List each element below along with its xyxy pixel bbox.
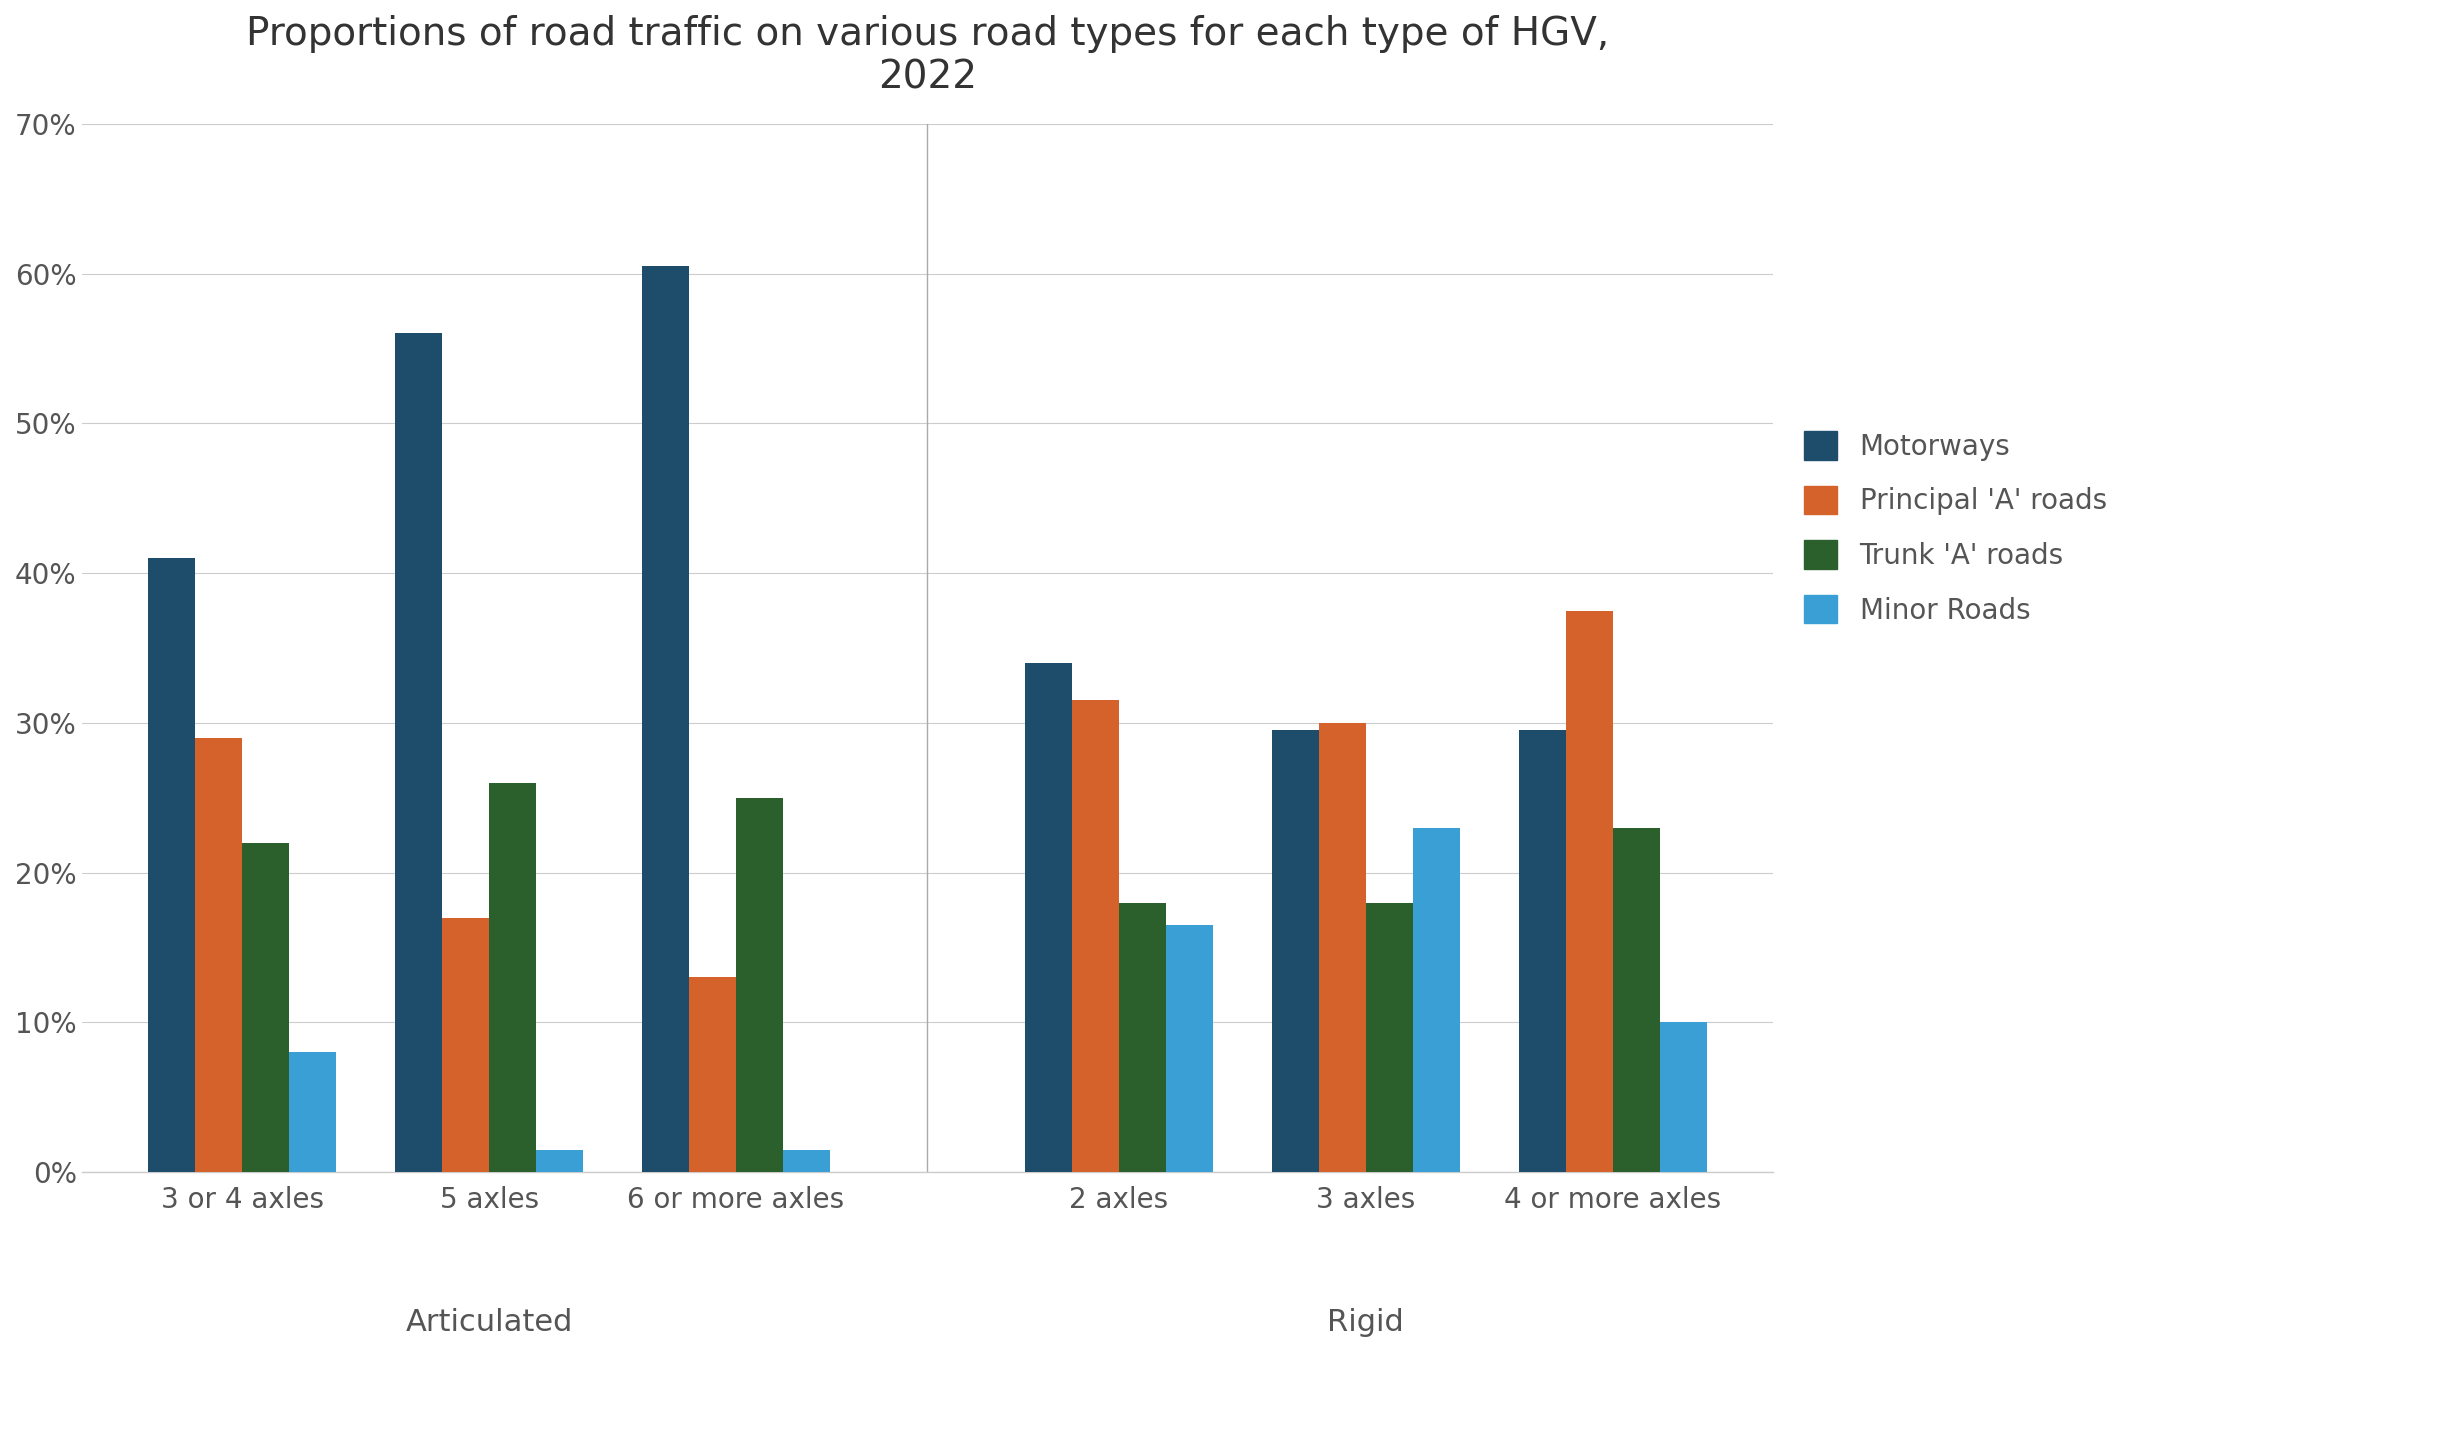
- Bar: [288, 1053, 337, 1173]
- Bar: [395, 333, 442, 1173]
- Legend: Motorways, Principal 'A' roads, Trunk 'A' roads, Minor Roads: Motorways, Principal 'A' roads, Trunk 'A…: [1804, 432, 2107, 624]
- Bar: [149, 557, 195, 1173]
- Bar: [537, 1150, 583, 1173]
- Bar: [1318, 723, 1365, 1173]
- Bar: [1565, 611, 1614, 1173]
- Bar: [1365, 902, 1413, 1173]
- Bar: [1272, 730, 1318, 1173]
- Bar: [1118, 902, 1167, 1173]
- Bar: [642, 266, 688, 1173]
- Bar: [784, 1150, 830, 1173]
- Text: Rigid: Rigid: [1328, 1309, 1404, 1338]
- Bar: [442, 918, 488, 1173]
- Title: Proportions of road traffic on various road types for each type of HGV,
2022: Proportions of road traffic on various r…: [247, 14, 1609, 97]
- Bar: [195, 738, 242, 1173]
- Bar: [1614, 828, 1660, 1173]
- Bar: [242, 843, 288, 1173]
- Bar: [488, 783, 537, 1173]
- Bar: [1660, 1022, 1706, 1173]
- Bar: [1025, 663, 1072, 1173]
- Bar: [1072, 701, 1118, 1173]
- Bar: [737, 798, 784, 1173]
- Bar: [1167, 925, 1213, 1173]
- Text: Articulated: Articulated: [405, 1309, 574, 1338]
- Bar: [1413, 828, 1460, 1173]
- Bar: [688, 977, 737, 1173]
- Bar: [1518, 730, 1565, 1173]
